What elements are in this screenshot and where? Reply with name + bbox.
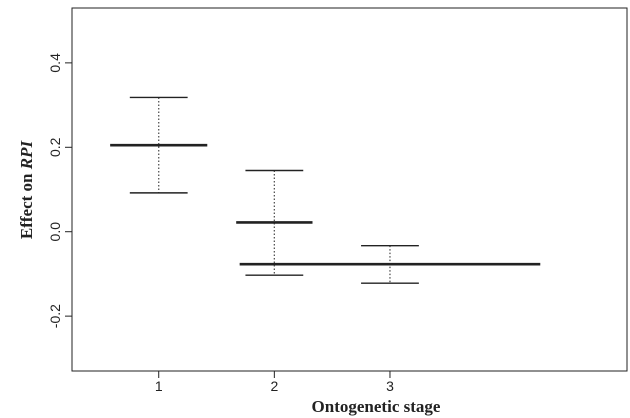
plot-frame bbox=[71, 7, 628, 372]
interval-group-1 bbox=[110, 96, 208, 194]
x-axis: 1 2 3 bbox=[155, 370, 394, 394]
x-tick-label: 2 bbox=[270, 378, 278, 394]
y-tick-label: 0.2 bbox=[47, 137, 63, 157]
chart-marks bbox=[110, 96, 541, 284]
x-tick-label: 3 bbox=[386, 378, 394, 394]
x-tick-label: 1 bbox=[155, 378, 163, 394]
y-axis: -0.2 0.0 0.2 0.4 bbox=[47, 53, 73, 328]
y-axis-title-prefix: Effect on bbox=[17, 169, 36, 239]
y-tick-label: 0.4 bbox=[47, 53, 63, 73]
y-axis-title-italic: RPI bbox=[17, 140, 36, 171]
y-tick-label: 0.0 bbox=[47, 222, 63, 242]
interval-group-3 bbox=[239, 244, 541, 284]
y-tick-label: -0.2 bbox=[47, 304, 63, 328]
x-axis-title: Ontogenetic stage bbox=[312, 397, 441, 416]
y-axis-title: Effect on RPI bbox=[17, 140, 36, 240]
interval-group-2 bbox=[236, 169, 313, 276]
